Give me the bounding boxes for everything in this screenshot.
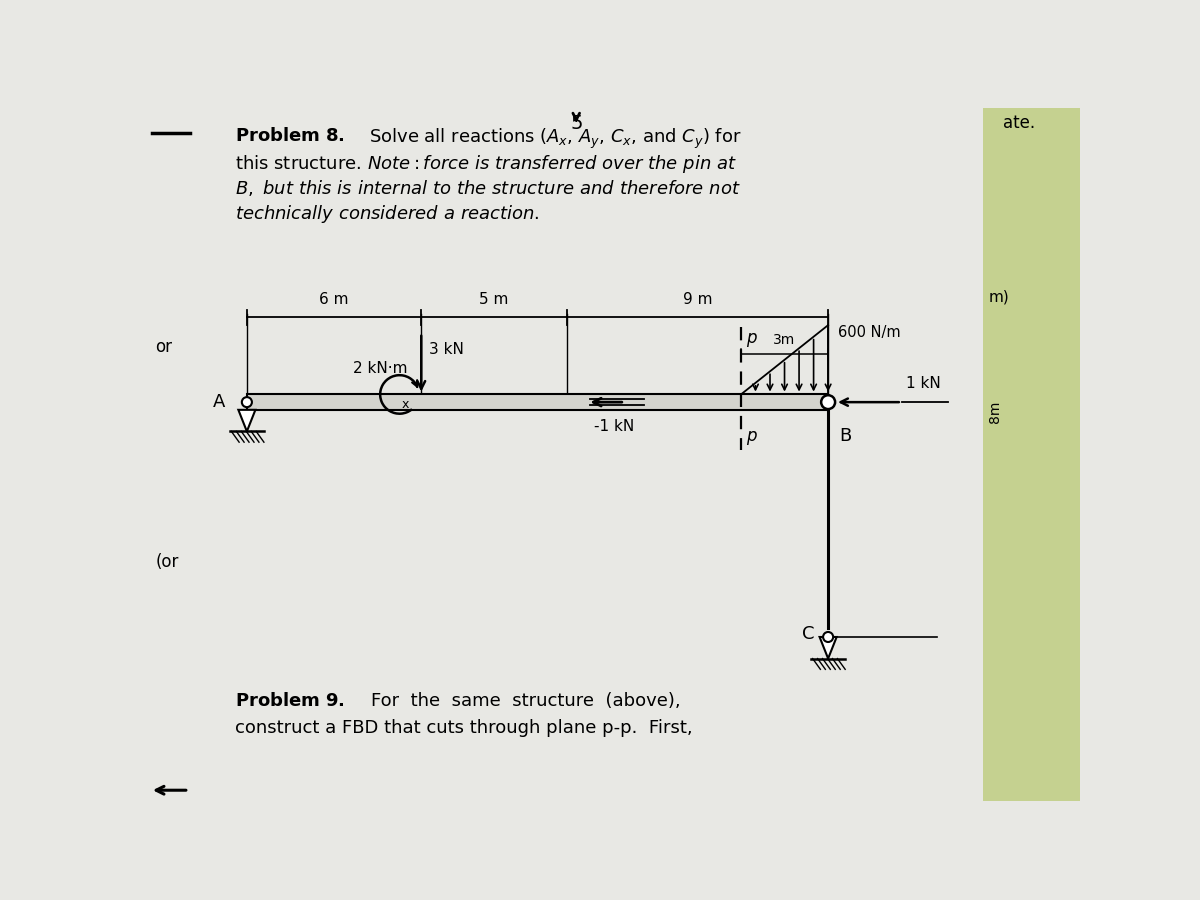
Text: 9 m: 9 m (683, 292, 712, 308)
Text: construct a FBD that cuts through plane p-p.  First,: construct a FBD that cuts through plane … (235, 719, 692, 737)
Text: 600 N/m: 600 N/m (839, 325, 901, 340)
Text: $\mathbf{Problem\ 8.}$: $\mathbf{Problem\ 8.}$ (235, 127, 346, 145)
Polygon shape (239, 410, 256, 431)
Text: Solve all reactions ($A_x$, $A_y$, $C_x$, and $C_y$) for: Solve all reactions ($A_x$, $A_y$, $C_x$… (368, 127, 742, 151)
Text: 3 kN: 3 kN (430, 342, 464, 357)
Text: 5 m: 5 m (479, 292, 509, 308)
Polygon shape (820, 637, 836, 659)
Text: 1 kN: 1 kN (906, 376, 941, 392)
Circle shape (242, 397, 252, 407)
Text: 5: 5 (570, 114, 582, 133)
Text: 6 m: 6 m (319, 292, 349, 308)
Text: (or: (or (156, 554, 179, 572)
FancyBboxPatch shape (983, 108, 1080, 801)
Text: this structure. $\it{Note: force\ is\ transferred\ over\ the\ pin\ at}$: this structure. $\it{Note: force\ is\ tr… (235, 153, 737, 175)
Text: 8m: 8m (988, 401, 1002, 423)
Text: $\it{technically\ considered\ a\ reaction.}$: $\it{technically\ considered\ a\ reactio… (235, 203, 540, 226)
Text: For  the  same  structure  (above),: For the same structure (above), (371, 692, 680, 710)
Text: p: p (746, 428, 757, 446)
Circle shape (821, 395, 835, 410)
Text: $\it{B,\ but\ this\ is\ internal\ to\ the\ structure\ and\ therefore\ not}$: $\it{B,\ but\ this\ is\ internal\ to\ th… (235, 178, 742, 198)
Text: C: C (802, 625, 814, 643)
Text: 3m: 3m (774, 334, 796, 347)
Text: -1 kN: -1 kN (594, 419, 634, 434)
Text: x: x (402, 398, 409, 411)
Text: A: A (212, 393, 226, 411)
Circle shape (823, 632, 833, 642)
Text: 2 kN·m: 2 kN·m (353, 361, 408, 376)
Text: p: p (746, 329, 757, 347)
Text: B: B (839, 427, 851, 445)
FancyBboxPatch shape (152, 108, 983, 801)
FancyBboxPatch shape (247, 394, 828, 410)
Text: m): m) (989, 289, 1009, 304)
Text: $\mathbf{Problem\ 9.}$: $\mathbf{Problem\ 9.}$ (235, 692, 346, 710)
Text: ate.: ate. (1002, 114, 1034, 132)
Text: or: or (156, 338, 173, 356)
